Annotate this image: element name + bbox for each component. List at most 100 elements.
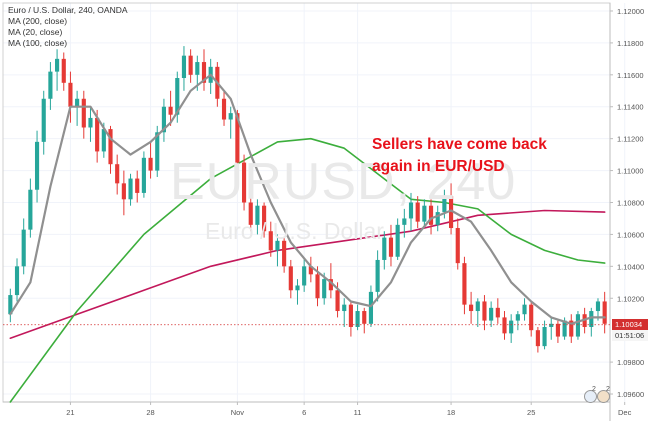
- candle-body: [362, 311, 367, 324]
- candle: [268, 221, 273, 257]
- candle: [81, 90, 86, 139]
- candle-body: [575, 314, 581, 337]
- candle: [221, 90, 227, 126]
- candle: [21, 218, 26, 275]
- candle-body: [449, 196, 454, 229]
- candle-body: [569, 320, 574, 337]
- candle-body: [348, 304, 353, 327]
- candle-body: [549, 323, 554, 327]
- candle: [121, 170, 126, 216]
- candle: [395, 218, 400, 260]
- candle-body: [168, 106, 173, 115]
- candle: [535, 326, 540, 353]
- y-tick-label: 1.11200: [617, 135, 644, 144]
- y-axis-labels: 1.12000 1.11800 1.11600 1.11400 1.11200 1.110…: [617, 7, 644, 399]
- y-tick-label: 1.10600: [617, 230, 644, 239]
- candle-body: [128, 178, 133, 200]
- candle-body: [181, 55, 187, 79]
- candle: [34, 130, 40, 203]
- candle-body: [248, 202, 253, 225]
- candle-body: [121, 183, 126, 200]
- eu-flag-icon[interactable]: [597, 390, 610, 403]
- candle-body: [255, 205, 260, 225]
- candle-body: [482, 301, 487, 321]
- candle: [48, 62, 53, 110]
- candle: [255, 199, 260, 235]
- candle: [549, 317, 554, 340]
- candle: [75, 90, 80, 126]
- y-tick-label: 1.09600: [617, 390, 644, 399]
- candle-body: [268, 231, 273, 251]
- candle-body: [195, 62, 200, 75]
- candle-body: [415, 202, 420, 222]
- annotation-line-2: again in EUR/USD: [372, 158, 505, 175]
- x-tick-label: 18: [447, 408, 455, 417]
- candle: [328, 263, 333, 299]
- candle: [275, 234, 280, 267]
- candle: [542, 320, 547, 350]
- annotation-line-1: Sellers have come back: [372, 136, 547, 153]
- candle-body: [115, 164, 120, 184]
- axes: [2, 2, 626, 421]
- candles: [8, 46, 607, 353]
- candle: [435, 205, 440, 232]
- candle-body: [435, 212, 440, 225]
- candle: [88, 106, 93, 142]
- candle: [135, 170, 140, 203]
- countdown-label: 01:51:06: [612, 329, 648, 341]
- candle: [115, 154, 120, 195]
- candle: [308, 256, 313, 283]
- candle-body: [295, 285, 300, 291]
- candle-body: [562, 320, 567, 337]
- legend-ma20[interactable]: MA (20, close): [8, 27, 63, 37]
- candle: [241, 154, 247, 211]
- candle-body: [355, 311, 360, 327]
- candle-body: [302, 266, 307, 286]
- candle-body: [495, 307, 500, 318]
- legend-ma100[interactable]: MA (100, close): [8, 38, 68, 48]
- candle: [555, 320, 560, 343]
- candle: [288, 259, 293, 299]
- candle-body: [34, 141, 40, 190]
- candle-body: [428, 205, 434, 225]
- us-flag-icon[interactable]: [584, 390, 597, 403]
- ma200-line: [9, 209, 606, 339]
- candle-body: [288, 266, 293, 291]
- candle-body: [375, 259, 380, 292]
- candle-body: [235, 113, 240, 163]
- candle: [522, 298, 527, 321]
- y-tick-label: 1.11000: [617, 167, 644, 176]
- candle: [402, 208, 407, 238]
- candle: [569, 314, 574, 343]
- candle-body: [135, 178, 140, 193]
- candle: [68, 71, 73, 123]
- event-count: 2: [592, 386, 596, 393]
- candle-body: [148, 157, 153, 171]
- candle: [422, 199, 427, 229]
- candle-body: [502, 317, 507, 334]
- candle: [108, 125, 113, 174]
- legend: Euro / U.S. Dollar, 240, OANDA MA (200, …: [8, 5, 128, 49]
- x-tick-label: 25: [527, 408, 535, 417]
- candle: [8, 288, 13, 323]
- candle: [515, 311, 520, 331]
- candle: [482, 295, 487, 331]
- candle: [161, 98, 166, 142]
- description-watermark: Euro / U.S. Dollar: [205, 218, 384, 244]
- candle: [589, 307, 594, 337]
- candle-body: [41, 98, 46, 142]
- candle: [388, 224, 394, 267]
- legend-ma200[interactable]: MA (200, close): [8, 16, 68, 26]
- candle: [168, 90, 173, 126]
- y-tick-label: 1.11800: [617, 39, 644, 48]
- ma100-line: [9, 137, 606, 403]
- ma20-group: [9, 73, 606, 325]
- candle-body: [101, 129, 106, 152]
- candle-body: [262, 205, 267, 232]
- candle-body: [515, 314, 520, 321]
- x-tick-label: Nov: [231, 408, 245, 417]
- candle-body: [489, 307, 494, 321]
- candle: [128, 173, 133, 206]
- candle-body: [8, 295, 13, 315]
- candle: [141, 151, 146, 198]
